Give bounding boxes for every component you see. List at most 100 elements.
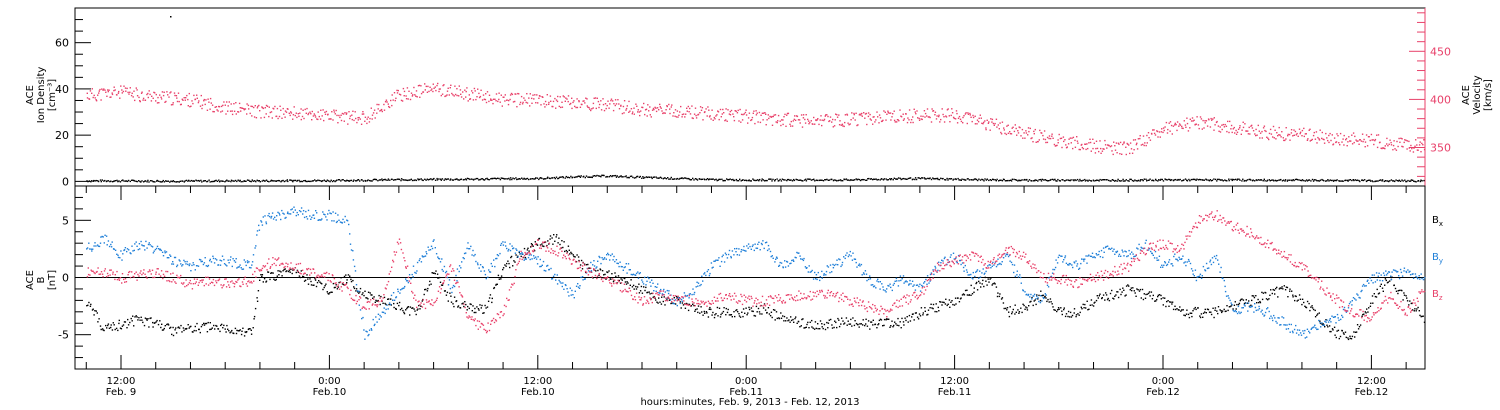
velocity-series-point (1163, 129, 1165, 132)
velocity-series-point (544, 106, 546, 108)
b-series-By-point (639, 272, 641, 274)
b-series-Bx-point (1179, 306, 1181, 308)
b-series-By-point (976, 270, 978, 272)
velocity-series-point (940, 118, 942, 121)
density-series-point (668, 178, 670, 180)
density-series-point (1050, 178, 1052, 181)
velocity-series-point (965, 112, 967, 114)
b-series-By-point (250, 267, 252, 269)
density-series-point (414, 179, 416, 181)
density-series-point (1378, 179, 1381, 182)
velocity-series-point (204, 103, 206, 106)
density-series-point (123, 180, 125, 182)
velocity-series-point (799, 122, 801, 124)
density-series-point (855, 178, 857, 180)
velocity-series-point (1186, 117, 1188, 119)
b-series-By-point (859, 265, 861, 267)
velocity-series-point (91, 88, 93, 90)
b-series-By-point (126, 250, 128, 253)
b-series-By-point (784, 260, 786, 262)
velocity-series-point (1213, 129, 1215, 131)
b-series-Bx-point (827, 322, 830, 324)
density-series-point (1003, 178, 1005, 181)
density-series-point (1390, 179, 1393, 181)
b-series-By-point (184, 261, 186, 263)
density-series-point (502, 177, 505, 180)
density-series-point (1121, 180, 1123, 182)
b-series-Bx-point (1091, 304, 1093, 306)
b-series-Bx-point (474, 307, 476, 310)
b-series-Bx-point (833, 326, 835, 329)
velocity-series-point (1235, 133, 1238, 135)
b-series-By-point (1076, 265, 1078, 267)
b-series-By-point (509, 249, 512, 252)
density-series-point (1202, 179, 1204, 181)
b-series-By-point (214, 258, 217, 260)
b-series-Bx-point (853, 324, 856, 327)
velocity-series-point (676, 110, 679, 112)
density-series-point (1218, 178, 1220, 181)
b-series-Bx-point (978, 280, 980, 283)
velocity-series-point (240, 110, 242, 112)
b-series-Bx-point (222, 327, 224, 329)
velocity-series-point (504, 94, 506, 96)
velocity-series-point (357, 119, 359, 121)
velocity-series-point (424, 83, 426, 85)
b-series-Bx-point (140, 316, 142, 318)
b-series-By-point (350, 249, 353, 251)
velocity-series-point (392, 99, 394, 101)
b-series-By-point (989, 264, 991, 266)
density-series-point (1352, 179, 1354, 181)
velocity-series-point (107, 90, 109, 93)
density-series-point (198, 180, 201, 182)
b-series-By-point (743, 245, 745, 248)
velocity-series-point (1373, 143, 1375, 146)
density-series-point (1362, 179, 1364, 182)
b-series-By-point (928, 282, 930, 284)
velocity-series-point (637, 109, 639, 111)
density-series-point (218, 179, 220, 181)
b-series-Bx-point (1020, 307, 1022, 309)
b-series-Bx-point (989, 278, 991, 280)
density-series-point (391, 178, 393, 181)
b-series-Bx-point (627, 282, 629, 284)
velocity-series-point (1012, 126, 1014, 128)
velocity-series-point (1022, 137, 1024, 139)
density-series-point (700, 178, 702, 181)
density-series-point (909, 177, 912, 179)
b-series-Bx-point (1155, 300, 1157, 302)
b-series-By-point (709, 272, 711, 275)
b-series-By-point (634, 274, 637, 276)
density-series-point (166, 180, 168, 182)
b-series-Bx-point (1105, 292, 1107, 294)
density-series-point (572, 176, 574, 178)
b-series-Bx-point (682, 304, 685, 306)
b-series-Bx-point (752, 310, 754, 313)
b-series-Bx-point (804, 327, 806, 329)
velocity-series-point (296, 116, 298, 119)
b-series-Bx-point (327, 292, 329, 295)
velocity-series-point (507, 103, 510, 106)
b-series-By-point (987, 265, 989, 267)
b-series-Bx-point (1150, 291, 1153, 293)
b-series-Bx-point (1207, 308, 1210, 311)
b-series-Bx-point (450, 301, 453, 303)
b-series-Bx-point (631, 286, 634, 288)
density-series-point (458, 179, 460, 181)
density-series-point (169, 181, 171, 183)
b-series-Bx-point (598, 274, 600, 277)
velocity-series-point (248, 108, 250, 110)
density-series-point (1256, 179, 1258, 182)
density-series-point (367, 179, 369, 181)
velocity-series-point (162, 94, 165, 97)
b-series-Bx-point (964, 289, 967, 292)
b-series-Bx-point (129, 321, 131, 324)
b-series-By-point (792, 259, 794, 261)
b-series-By-point (749, 245, 751, 248)
b-series-By-point (697, 282, 700, 284)
b-series-By-point (1029, 296, 1031, 298)
velocity-series-point (307, 113, 309, 116)
velocity-series-point (100, 99, 102, 101)
b-series-By-point (821, 277, 823, 279)
velocity-series-point (1154, 134, 1157, 136)
